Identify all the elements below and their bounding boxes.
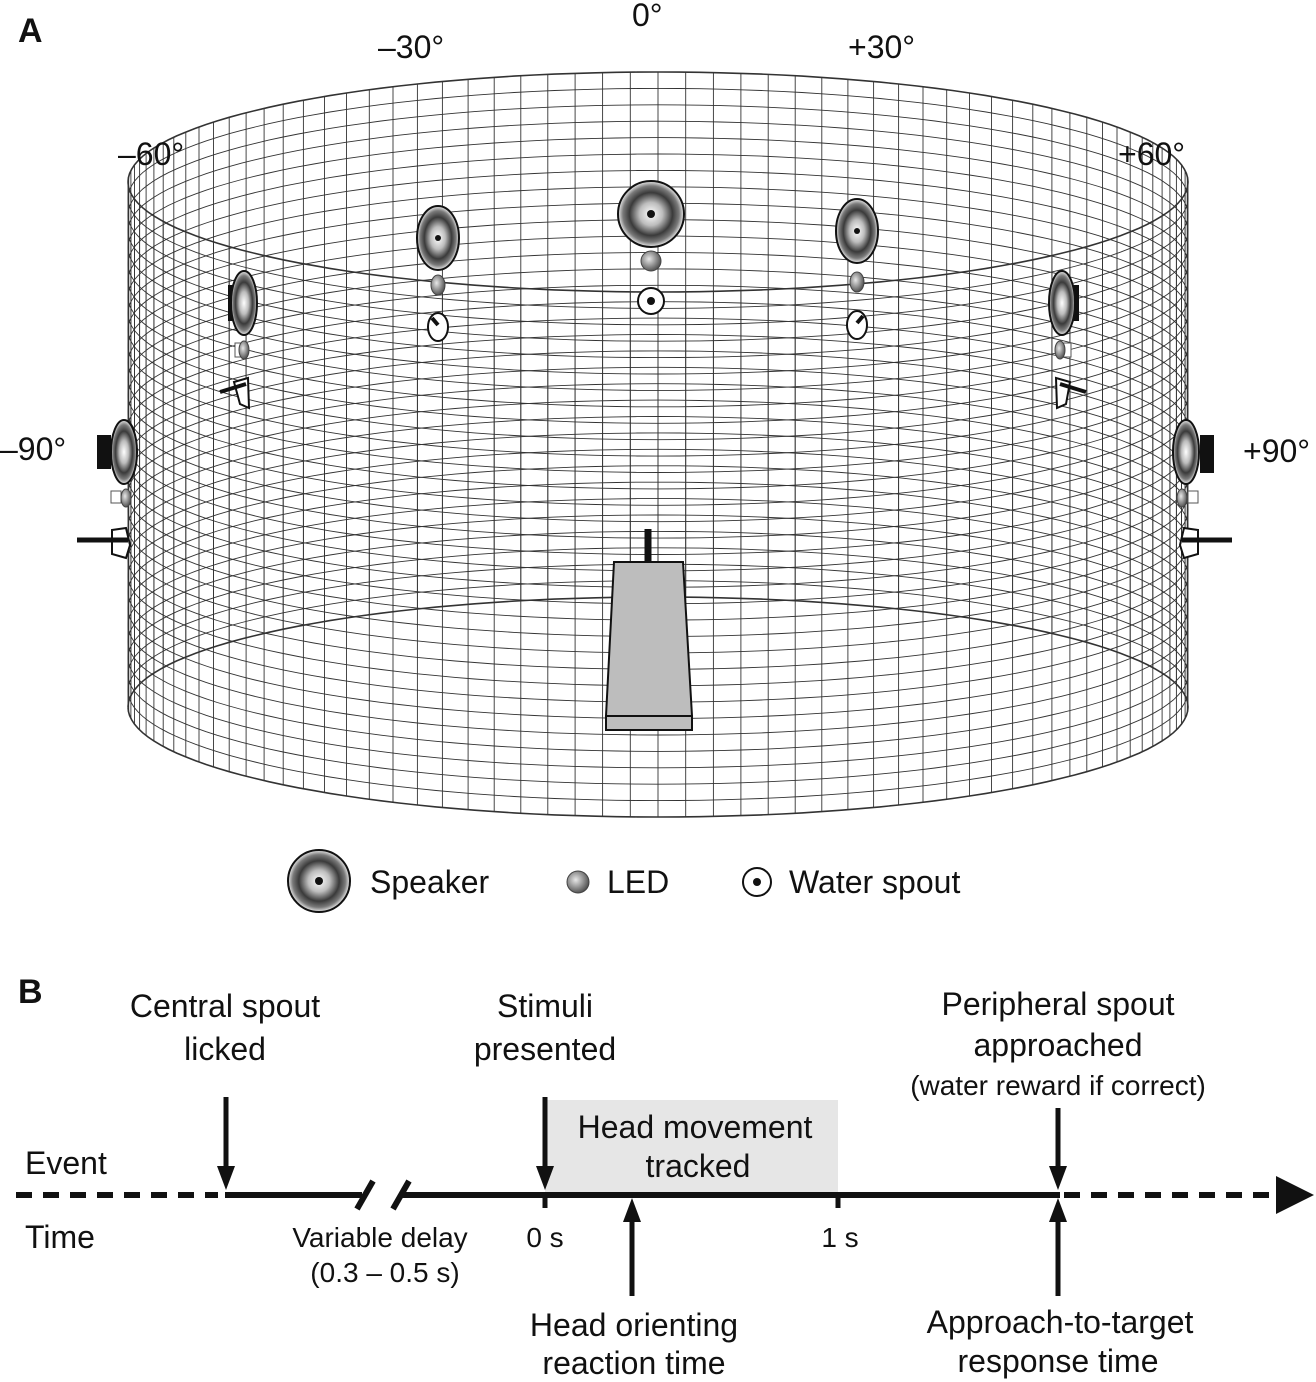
led-icon [640, 250, 662, 272]
timeline-arrowhead-icon [1276, 1176, 1314, 1214]
axis-break-left [354, 1179, 376, 1211]
tick-label-1s: 1 s [821, 1222, 858, 1253]
angle-label-plus-60: +60° [1118, 136, 1185, 172]
head-tracked-line1: Head movement [578, 1109, 813, 1145]
head-tracked-line2: tracked [646, 1148, 751, 1184]
central-spout-line2: licked [184, 1031, 266, 1067]
water-spout-icon [846, 310, 868, 340]
panel-a-letter: A [18, 12, 43, 50]
station-plus-90 [1172, 419, 1232, 560]
legend-led-icon [566, 870, 590, 894]
peripheral-line1: Peripheral spout [941, 986, 1174, 1022]
tick-label-0s: 0 s [526, 1222, 563, 1253]
arrow-down-stimuli-icon [536, 1097, 554, 1190]
water-spout-icon [427, 312, 449, 342]
led-icon [120, 488, 132, 508]
speaker-icon [110, 419, 138, 485]
stimuli-line1: Stimuli [497, 988, 593, 1024]
head-rt-line1: Head orienting [530, 1307, 738, 1343]
row-label-event: Event [25, 1145, 107, 1181]
angle-label-minus-90: –90° [0, 431, 66, 467]
arrow-up-approach-rt-icon [1049, 1198, 1067, 1296]
panel-b-letter: B [18, 973, 43, 1011]
legend-water-spout-label: Water spout [789, 864, 960, 900]
peripheral-line2: approached [973, 1027, 1142, 1063]
led-icon [430, 274, 446, 296]
tracking-window [545, 1100, 838, 1195]
variable-delay-line2: (0.3 – 0.5 s) [310, 1257, 459, 1288]
angle-label-0: 0° [632, 0, 663, 33]
speaker-icon [1172, 419, 1200, 485]
peripheral-line3: (water reward if correct) [910, 1070, 1206, 1101]
head-rt-line2: reaction time [542, 1345, 725, 1381]
led-icon [1176, 488, 1188, 508]
station-minus-90 [77, 419, 138, 560]
led-icon [238, 340, 250, 360]
axis-break-right [390, 1179, 412, 1211]
station-0 [617, 180, 685, 315]
station-plus-30 [835, 198, 879, 340]
row-label-time: Time [25, 1219, 95, 1255]
legend-led-label: LED [607, 864, 669, 900]
speaker-center-icon [647, 210, 655, 218]
led-icon [1054, 340, 1066, 360]
central-spout-line1: Central spout [130, 988, 320, 1024]
arena-grid [127, 71, 1189, 818]
arrow-down-peripheral-icon [1049, 1108, 1067, 1190]
arrow-up-head-rt-icon [623, 1198, 641, 1296]
station-minus-60 [219, 270, 258, 410]
approach-rt-line2: response time [958, 1343, 1159, 1379]
angle-label-minus-60: –60° [118, 136, 184, 172]
stimuli-line2: presented [474, 1031, 616, 1067]
water-spout-icon [1054, 376, 1072, 410]
led-icon [849, 271, 865, 293]
approach-rt-line1: Approach-to-target [927, 1304, 1194, 1340]
speaker-icon [1048, 270, 1076, 336]
variable-delay-line1: Variable delay [292, 1222, 467, 1253]
legend-speaker-label: Speaker [370, 864, 490, 900]
animal-holder [604, 529, 694, 731]
water-spout-icon [1178, 526, 1199, 560]
station-plus-60 [1048, 270, 1087, 410]
water-spout-icon [111, 526, 132, 560]
water-spout-icon [232, 376, 251, 410]
legend: Speaker LED Water spout [287, 849, 960, 913]
angle-label-minus-30: –30° [378, 29, 444, 65]
station-minus-30 [416, 205, 460, 342]
speaker-icon [230, 270, 258, 336]
angle-label-plus-90: +90° [1243, 433, 1310, 469]
arrow-down-central-icon [217, 1097, 235, 1190]
timeline [16, 1176, 1314, 1214]
angle-label-plus-30: +30° [848, 29, 915, 65]
